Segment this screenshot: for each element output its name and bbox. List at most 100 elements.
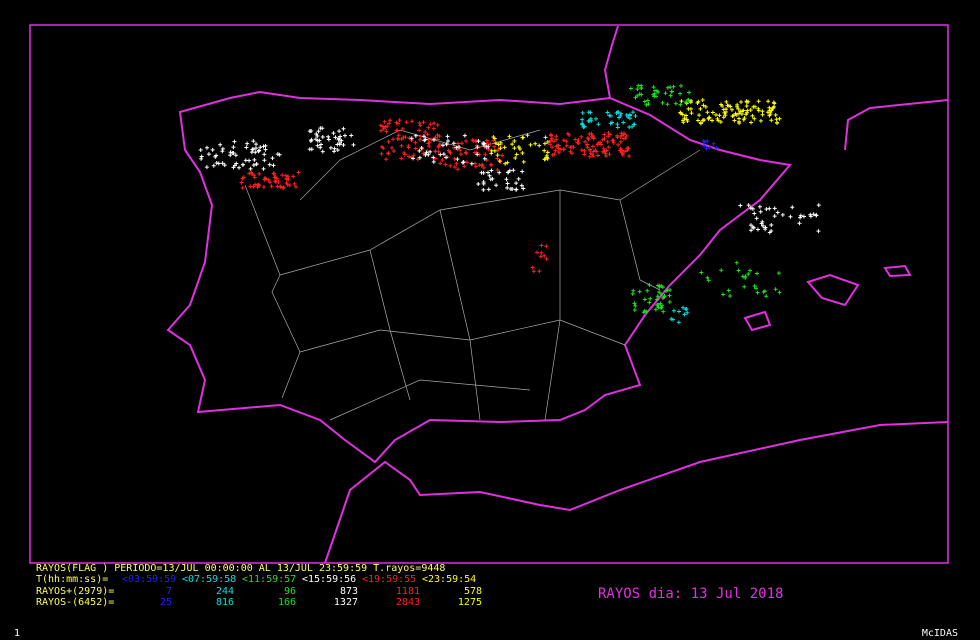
strike <box>498 140 503 145</box>
strike <box>550 136 555 141</box>
strike <box>335 148 340 153</box>
strike <box>678 83 683 88</box>
strike <box>648 296 653 301</box>
strike <box>772 206 777 211</box>
positive-count: 873 <box>340 586 358 597</box>
strike <box>455 167 460 172</box>
strike <box>814 213 819 218</box>
strike <box>702 118 707 123</box>
strike <box>379 151 384 156</box>
positive-count: 244 <box>216 586 234 597</box>
strike <box>722 110 727 115</box>
strike <box>456 144 461 149</box>
strike <box>270 156 275 161</box>
strike <box>230 151 235 156</box>
strike <box>520 169 525 174</box>
strike <box>266 177 271 182</box>
strike <box>544 244 549 249</box>
strike <box>710 110 715 115</box>
strike <box>749 228 754 233</box>
strike <box>719 268 724 273</box>
strike <box>705 275 710 280</box>
strike <box>424 150 429 155</box>
strike <box>668 85 673 90</box>
strike <box>733 111 738 116</box>
strike <box>710 118 715 123</box>
strike <box>437 134 442 139</box>
strike <box>769 223 774 228</box>
strike <box>262 152 267 157</box>
strike <box>326 137 331 142</box>
strike <box>616 142 621 147</box>
strike <box>489 151 494 156</box>
strike <box>798 213 803 218</box>
strike <box>390 137 395 142</box>
strike <box>651 85 656 90</box>
strike <box>421 151 426 156</box>
strike <box>328 145 333 150</box>
strike <box>699 270 704 275</box>
strike <box>216 161 221 166</box>
strike <box>309 128 314 133</box>
strike <box>684 113 689 118</box>
strike <box>755 227 760 232</box>
strike <box>548 142 553 147</box>
strike <box>443 162 448 167</box>
lightning-strikes <box>198 83 821 325</box>
negative-count: 166 <box>278 597 296 608</box>
strike <box>484 138 489 143</box>
strike <box>633 114 638 119</box>
strike <box>514 181 519 186</box>
strike <box>263 147 268 152</box>
strike <box>492 144 497 149</box>
strike <box>621 120 626 125</box>
strike <box>251 184 256 189</box>
strike <box>341 126 346 131</box>
strike <box>661 309 666 314</box>
strike <box>495 167 500 172</box>
strike <box>487 173 492 178</box>
strike <box>517 146 522 151</box>
strike <box>630 291 635 296</box>
strike <box>222 163 227 168</box>
strike <box>750 113 755 118</box>
strike <box>380 124 385 129</box>
strike <box>737 121 742 126</box>
strike <box>602 149 607 154</box>
negative-count: 816 <box>216 597 234 608</box>
strike <box>728 293 733 298</box>
strike <box>681 305 686 310</box>
strike <box>721 107 726 112</box>
strike <box>198 148 203 153</box>
strike <box>602 136 607 141</box>
strike <box>496 142 501 147</box>
strike <box>411 156 416 161</box>
strike <box>386 151 391 156</box>
strike <box>627 154 632 159</box>
strike <box>413 133 418 138</box>
strike <box>657 283 662 288</box>
strike <box>417 128 422 133</box>
strike <box>378 123 383 128</box>
strike <box>388 118 393 123</box>
period-label: <11:59:57 <box>242 574 296 585</box>
strike <box>679 99 684 104</box>
negative-count: 2843 <box>396 597 420 608</box>
strike <box>599 142 604 147</box>
strike <box>241 175 246 180</box>
strike <box>601 146 606 151</box>
period-label: <15:59:56 <box>302 574 356 585</box>
strike <box>463 150 468 155</box>
strike <box>673 101 678 106</box>
strike <box>438 152 443 157</box>
strike <box>418 123 423 128</box>
strike <box>730 114 735 119</box>
strike <box>486 170 491 175</box>
strike <box>761 223 766 228</box>
strike <box>326 134 331 139</box>
strike <box>480 162 485 167</box>
strike <box>261 184 266 189</box>
strike <box>464 138 469 143</box>
strike <box>237 165 242 170</box>
strike <box>263 143 268 148</box>
